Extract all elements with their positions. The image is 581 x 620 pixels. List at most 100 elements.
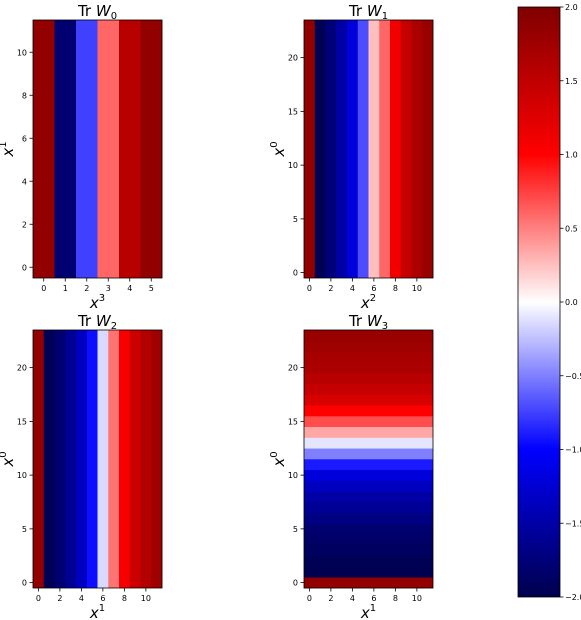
heatmap-cell [336,20,348,278]
heatmap-cell [390,20,402,278]
y-tick-label: 2 [22,220,27,229]
y-tick-label: 5 [293,215,298,224]
y-tick-label: 0 [22,263,27,272]
heatmap-cell [304,373,433,385]
heatmap-cell [33,330,45,588]
heatmap-panel-1: 0 2 4 6 8 10 0 5 10 15 20 Tr W1 x2 x0 [269,2,434,312]
x-tick-label: 2 [84,284,89,293]
heatmap-cell [97,330,109,588]
heatmap-cell [76,330,88,588]
heatmap-panel-2: 0 2 4 6 8 10 0 5 10 15 20 Tr W2 x1 x0 [0,312,163,620]
y-tick-label: 0 [22,579,27,588]
heatmap-cell [108,330,120,588]
heatmap-panel-3: 0 2 4 6 8 10 0 5 10 15 20 Tr W3 x1 x0 [269,312,434,620]
heatmap-cell [65,330,77,588]
heatmap-cell [304,480,433,492]
x-tick-label: 2 [328,284,333,293]
x-tick-label: 4 [127,284,132,293]
heatmap-cell [304,523,433,535]
heatmap-cell [379,20,391,278]
x-axis-label: x3 [89,293,105,312]
colorbar-tick-label: −2.0 [565,593,581,602]
x-tick-label: 5 [149,284,154,293]
heatmap-cell [304,330,433,342]
x-tick-label: 4 [350,594,355,603]
heatmap-cell [43,330,55,588]
heatmap-cell [304,577,433,589]
x-tick-label: 0 [307,594,312,603]
x-tick-label: 2 [57,594,62,603]
heatmap-cell [422,20,434,278]
y-tick-label: 20 [288,364,298,373]
x-tick-label: 1 [63,284,68,293]
x-tick-label: 2 [328,594,333,603]
axes-frame [303,19,434,279]
panel-title: Tr W1 [348,2,388,22]
heatmap-panel-0: 0 1 2 3 4 5 0 2 4 6 8 10 Tr W0 x3 x1 [0,2,163,312]
y-axis-label: x0 [269,141,288,157]
heatmap-cell [304,437,433,449]
x-tick-label: 10 [412,284,422,293]
panel-title: Tr W0 [77,2,117,22]
y-axis-label: x0 [0,451,17,467]
heatmap-cell [368,20,380,278]
y-tick-label: 10 [17,471,27,480]
heatmap-cell [119,330,131,588]
y-tick-label: 5 [22,525,27,534]
heatmap-cell [411,20,423,278]
heatmap-cell [304,362,433,374]
heatmap-cell [304,383,433,395]
heatmap-cell [140,330,152,588]
colorbar-tick-label: 1.0 [565,151,578,160]
y-tick-label: 10 [288,161,298,170]
heatmap-cell [400,20,412,278]
colorbar-tick-label: 0.5 [565,224,578,233]
y-tick-label: 5 [293,525,298,534]
y-tick-label: 6 [22,134,27,143]
x-tick-label: 10 [412,594,422,603]
heatmap-cell [54,20,77,278]
y-axis-label: x1 [0,141,17,157]
heatmap-cell [304,416,433,428]
heatmap-cell [119,20,141,278]
heatmap-cell [54,330,66,588]
axes-frame [32,329,163,589]
heatmap-cell [314,20,326,278]
heatmap-cell [304,566,433,578]
heatmap-cell [304,394,433,406]
x-tick-label: 8 [393,594,398,603]
x-tick-label: 0 [41,284,46,293]
panel-title: Tr W2 [77,312,117,332]
axes-frame [303,329,434,589]
axes-frame [32,19,163,279]
x-tick-label: 3 [106,284,111,293]
x-tick-label: 6 [371,284,376,293]
y-tick-label: 15 [288,417,298,426]
colorbar-tick-label: 0.0 [565,298,578,307]
heatmap-cell [304,545,433,557]
x-tick-label: 10 [141,594,151,603]
heatmap-cell [129,330,141,588]
x-tick-label: 6 [371,594,376,603]
x-axis-label: x2 [360,293,376,312]
heatmap-cell [97,20,120,278]
heatmap-cell [304,459,433,471]
colorbar: −2.0 −1.5 −1.0 −0.5 0.0 0.5 1.0 1.5 2.0 [517,3,581,602]
heatmap-cell [304,534,433,546]
y-tick-label: 0 [293,579,298,588]
heatmap-cell [304,405,433,417]
y-tick-label: 15 [288,107,298,116]
x-axis-label: x1 [89,603,105,620]
y-axis-label: x0 [269,451,288,467]
heatmap-cell [304,502,433,514]
heatmap-cell [140,20,163,278]
y-tick-label: 20 [17,364,27,373]
heatmap-cell [86,330,98,588]
heatmap-cell [304,426,433,438]
heatmap-cell [304,512,433,524]
heatmap-cell [304,491,433,503]
colorbar-tick-label: −0.5 [565,372,581,381]
heatmap-cell [304,448,433,460]
heatmap-cell [347,20,359,278]
